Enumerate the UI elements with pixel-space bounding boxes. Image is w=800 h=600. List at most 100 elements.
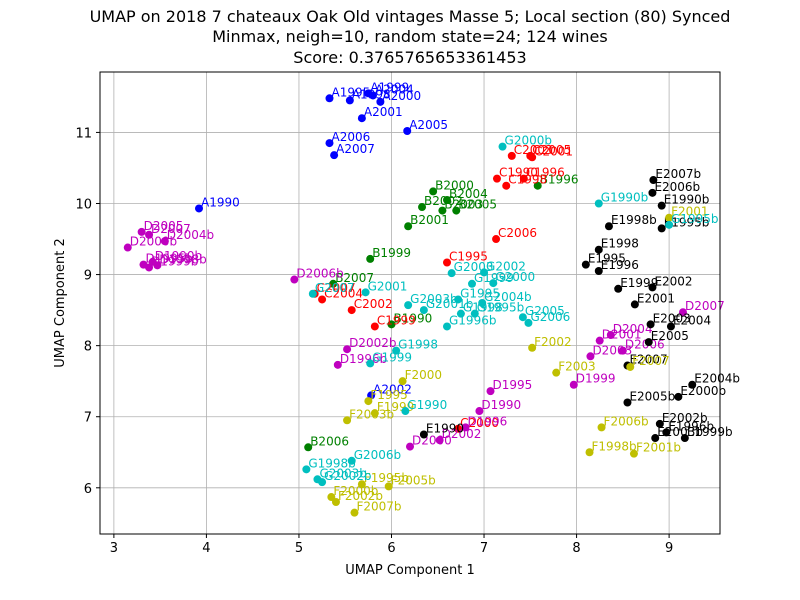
data-point-label: C2007	[317, 281, 356, 295]
data-point-label: D1998b	[159, 252, 206, 266]
data-point-label: G1999	[474, 271, 514, 285]
data-point-label: G1999	[372, 350, 412, 364]
data-point	[461, 423, 470, 432]
data-point	[454, 424, 463, 433]
x-tick-label: 6	[387, 541, 395, 556]
plot-area-frame	[99, 71, 721, 535]
data-point	[518, 313, 527, 322]
data-point	[333, 360, 342, 369]
data-point-label: E2004b	[694, 372, 740, 386]
data-point-label: C1990	[499, 166, 538, 180]
data-point	[368, 91, 377, 100]
chart-title-line-1: UMAP on 2018 7 chateaux Oak Old vintages…	[90, 7, 731, 26]
data-point	[507, 151, 516, 160]
data-point	[594, 199, 603, 208]
chart-title-line-2: Minmax, neigh=10, random state=24; 124 w…	[212, 27, 607, 46]
data-point	[626, 362, 635, 371]
data-point-label: C1999	[377, 313, 416, 327]
data-point	[447, 269, 456, 278]
data-point	[644, 338, 653, 347]
data-point-label: A2007	[336, 142, 375, 156]
data-point	[614, 284, 623, 293]
data-point-label: F2007b	[356, 500, 401, 514]
data-point	[195, 204, 204, 213]
data-point	[137, 227, 146, 236]
data-point	[343, 416, 352, 425]
data-point-label: D2003	[592, 343, 632, 357]
data-point	[502, 181, 511, 190]
data-point-label: B1996	[540, 173, 579, 187]
data-point	[343, 345, 352, 354]
data-point-label: E2002b	[662, 411, 708, 425]
data-point-label: E2003b	[657, 425, 703, 439]
data-point	[646, 320, 655, 329]
data-point-label: E1990	[426, 421, 464, 435]
data-point-label: B1999	[372, 246, 411, 260]
data-point-label: C2004	[324, 286, 363, 300]
data-point	[586, 352, 595, 361]
data-point	[528, 343, 537, 352]
data-point	[357, 480, 366, 489]
data-point-label: G2006b	[354, 448, 401, 462]
x-axis-label: UMAP Component 1	[345, 563, 474, 578]
data-point	[486, 387, 495, 396]
data-point-label: E2007b	[655, 167, 701, 181]
data-point-label: F2002	[534, 335, 571, 349]
data-point-label: F2001b	[636, 441, 681, 455]
data-point	[623, 398, 632, 407]
data-point-label: G2001	[368, 279, 408, 293]
data-point-label: A1999	[370, 80, 409, 94]
y-tick-label: 7	[84, 411, 92, 426]
data-point	[533, 181, 542, 190]
x-tick-label: 4	[202, 541, 210, 556]
data-point	[145, 230, 154, 239]
x-tick-label: 5	[295, 541, 303, 556]
data-point-label: G2000	[495, 270, 535, 284]
data-point-label: F2003b	[349, 407, 394, 421]
data-point	[443, 195, 452, 204]
axis-ticks: 3 4 5 6 7 8 9 6 7 8 9 10 11	[75, 126, 673, 556]
data-point-label: E1995	[588, 252, 626, 266]
data-point	[435, 436, 444, 445]
data-point-label: C2006	[498, 226, 537, 240]
data-point-label: G1996b	[449, 313, 496, 327]
data-point-label: C2002	[354, 297, 393, 311]
data-point	[329, 279, 338, 288]
data-point-label: D1999	[576, 372, 616, 386]
data-point	[308, 289, 317, 298]
data-point	[680, 434, 689, 443]
data-point-label: D2006b	[296, 267, 343, 281]
data-point-label: G2001b	[426, 297, 473, 311]
data-point-label: D2002	[442, 427, 482, 441]
data-point-label: D1996b	[340, 352, 387, 366]
data-point	[160, 237, 169, 246]
data-point	[357, 114, 366, 123]
data-point-label: E1998b	[611, 213, 657, 227]
data-point-label: G2002b	[324, 469, 371, 483]
data-point	[665, 220, 674, 229]
data-point	[594, 245, 603, 254]
data-point	[370, 409, 379, 418]
data-point	[528, 153, 537, 162]
data-point	[290, 275, 299, 284]
data-point	[594, 267, 603, 276]
data-point-label: G2000b	[505, 134, 552, 148]
data-point-label: D2004	[613, 322, 653, 336]
data-point	[347, 306, 356, 315]
data-point-label: A2005	[409, 118, 448, 132]
data-point-label: D2006	[625, 338, 665, 352]
data-point-label: G1998b	[308, 456, 355, 470]
data-point	[468, 279, 476, 288]
data-point-label: G1995b	[477, 301, 524, 315]
data-point-label: D2007	[151, 222, 191, 236]
data-point	[361, 288, 370, 297]
data-point	[404, 222, 413, 231]
data-point-label: D1999b	[151, 254, 198, 268]
data-point-label: B2005	[458, 198, 497, 212]
data-point-label: F1998b	[592, 439, 637, 453]
data-point	[480, 268, 489, 277]
data-point	[454, 295, 463, 304]
data-point-label: E2001	[637, 291, 675, 305]
data-point-label: F2002b	[338, 489, 383, 503]
